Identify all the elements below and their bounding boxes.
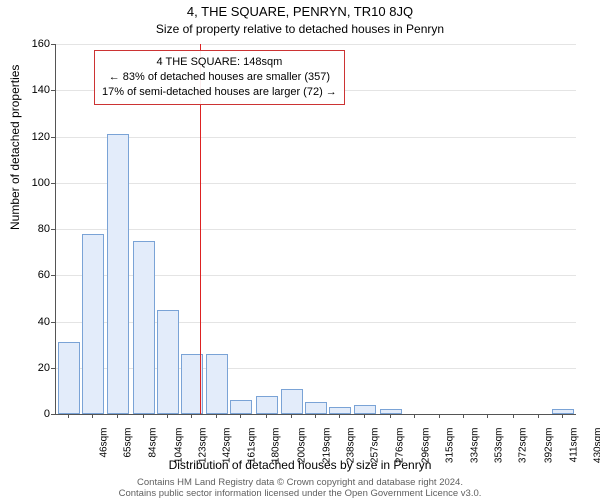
y-tick-label: 80 xyxy=(0,223,50,235)
x-tick-mark xyxy=(216,414,217,418)
x-tick-label: 46sqm xyxy=(98,428,109,468)
x-tick-label: 276sqm xyxy=(394,428,405,468)
histogram-bar xyxy=(281,389,303,414)
gridline xyxy=(56,137,576,138)
x-tick-label: 411sqm xyxy=(568,428,579,468)
x-tick-mark xyxy=(191,414,192,418)
y-tick-label: 120 xyxy=(0,131,50,143)
annotation-box: 4 THE SQUARE: 148sqm← 83% of detached ho… xyxy=(94,50,345,105)
x-tick-label: 392sqm xyxy=(544,428,555,468)
x-tick-label: 65sqm xyxy=(123,428,134,468)
x-tick-label: 142sqm xyxy=(222,428,233,468)
histogram-bar xyxy=(133,241,155,414)
y-tick-mark xyxy=(51,322,55,323)
x-tick-mark xyxy=(364,414,365,418)
x-tick-mark xyxy=(513,414,514,418)
x-tick-mark xyxy=(390,414,391,418)
y-tick-mark xyxy=(51,44,55,45)
x-tick-label: 372sqm xyxy=(518,428,529,468)
histogram-bar xyxy=(329,407,351,414)
histogram-bar xyxy=(305,402,327,414)
x-tick-mark xyxy=(562,414,563,418)
histogram-bar xyxy=(58,342,80,414)
annotation-line: 4 THE SQUARE: 148sqm xyxy=(102,55,337,70)
x-tick-mark xyxy=(538,414,539,418)
annotation-line: 17% of semi-detached houses are larger (… xyxy=(102,85,337,100)
gridline xyxy=(56,229,576,230)
x-tick-label: 123sqm xyxy=(197,428,208,468)
y-tick-mark xyxy=(51,183,55,184)
x-tick-label: 296sqm xyxy=(420,428,431,468)
x-tick-label: 238sqm xyxy=(346,428,357,468)
histogram-bar xyxy=(157,310,179,414)
plot-area: 4 THE SQUARE: 148sqm← 83% of detached ho… xyxy=(55,44,576,415)
x-tick-mark xyxy=(339,414,340,418)
gridline xyxy=(56,183,576,184)
x-tick-label: 219sqm xyxy=(321,428,332,468)
gridline xyxy=(56,44,576,45)
x-tick-mark xyxy=(117,414,118,418)
y-tick-label: 100 xyxy=(0,177,50,189)
x-tick-mark xyxy=(315,414,316,418)
y-tick-label: 20 xyxy=(0,362,50,374)
y-tick-label: 40 xyxy=(0,316,50,328)
y-tick-mark xyxy=(51,414,55,415)
x-tick-label: 104sqm xyxy=(173,428,184,468)
y-tick-label: 160 xyxy=(0,38,50,50)
x-tick-label: 161sqm xyxy=(246,428,257,468)
x-tick-mark xyxy=(291,414,292,418)
x-tick-mark xyxy=(439,414,440,418)
x-tick-label: 353sqm xyxy=(494,428,505,468)
y-tick-mark xyxy=(51,90,55,91)
histogram-bar xyxy=(206,354,228,414)
x-tick-label: 334sqm xyxy=(469,428,480,468)
property-size-histogram: 4, THE SQUARE, PENRYN, TR10 8JQ Size of … xyxy=(0,0,600,500)
histogram-bar xyxy=(380,409,402,414)
x-tick-mark xyxy=(167,414,168,418)
x-tick-mark xyxy=(240,414,241,418)
x-tick-mark xyxy=(143,414,144,418)
x-tick-mark xyxy=(92,414,93,418)
x-tick-label: 180sqm xyxy=(271,428,282,468)
y-tick-mark xyxy=(51,368,55,369)
attribution-line1: Contains HM Land Registry data © Crown c… xyxy=(137,477,463,488)
histogram-bar xyxy=(354,405,376,414)
attribution-text: Contains HM Land Registry data © Crown c… xyxy=(0,478,600,500)
x-tick-mark xyxy=(266,414,267,418)
histogram-bar xyxy=(107,134,129,414)
y-tick-mark xyxy=(51,275,55,276)
x-tick-label: 84sqm xyxy=(147,428,158,468)
histogram-bar xyxy=(82,234,104,414)
histogram-bar xyxy=(256,396,278,415)
x-tick-label: 200sqm xyxy=(297,428,308,468)
chart-title-sub: Size of property relative to detached ho… xyxy=(0,22,600,36)
x-tick-mark xyxy=(68,414,69,418)
chart-title-main: 4, THE SQUARE, PENRYN, TR10 8JQ xyxy=(0,4,600,19)
y-tick-mark xyxy=(51,137,55,138)
x-tick-mark xyxy=(414,414,415,418)
histogram-bar xyxy=(552,409,574,414)
attribution-line2: Contains public sector information licen… xyxy=(119,488,482,499)
y-tick-mark xyxy=(51,229,55,230)
x-tick-label: 257sqm xyxy=(370,428,381,468)
x-tick-label: 315sqm xyxy=(445,428,456,468)
y-tick-label: 140 xyxy=(0,84,50,96)
x-tick-mark xyxy=(463,414,464,418)
y-tick-label: 60 xyxy=(0,269,50,281)
x-tick-mark xyxy=(487,414,488,418)
annotation-line: ← 83% of detached houses are smaller (35… xyxy=(102,70,337,85)
histogram-bar xyxy=(230,400,252,414)
x-tick-label: 430sqm xyxy=(593,428,600,468)
y-tick-label: 0 xyxy=(0,408,50,420)
